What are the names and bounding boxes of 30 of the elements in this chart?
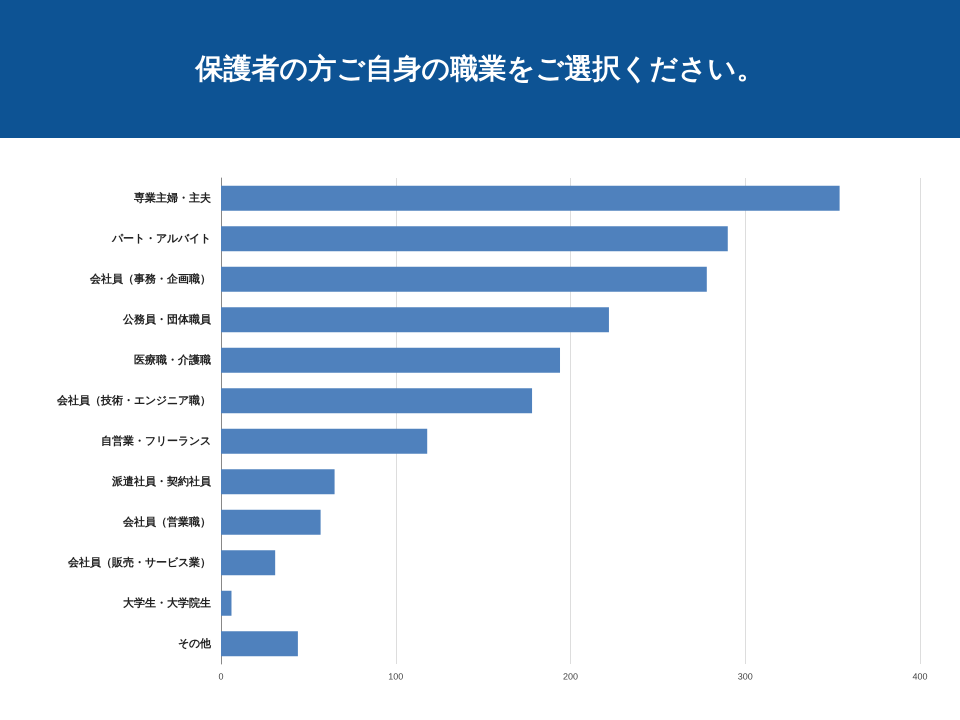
bar [221, 510, 321, 535]
x-tick-label: 300 [738, 672, 753, 682]
bar [221, 348, 560, 373]
x-tick-label: 100 [388, 672, 404, 682]
y-tick-label: 派遣社員・契約社員 [111, 474, 212, 488]
bar [221, 307, 609, 332]
bar [221, 590, 232, 616]
y-tick-label: パート・アルバイト [111, 232, 211, 245]
x-tick-label: 0 [218, 672, 224, 682]
x-tick-label: 200 [562, 672, 578, 682]
y-tick-label: 会社員（事務・企画職） [89, 272, 211, 286]
chart-title: 保護者の方ご自身の職業をご選択ください。 [0, 0, 960, 138]
y-tick-label: 自営業・フリーランス [101, 434, 211, 448]
bar [221, 388, 532, 414]
bar [221, 631, 298, 656]
bar [221, 266, 707, 292]
y-tick-label: 公務員・団体職員 [122, 312, 212, 326]
bar [221, 469, 335, 494]
x-tick-label: 400 [912, 672, 928, 682]
y-tick-label: 医療職・介護職 [134, 353, 211, 366]
bar [221, 226, 728, 252]
bar [221, 428, 428, 454]
y-tick-label: 大学生・大学院生 [123, 596, 211, 610]
y-tick-label: 専業主婦・主夫 [133, 191, 212, 204]
y-tick-label: 会社員（販売・サービス業） [67, 556, 211, 569]
bar [221, 186, 840, 211]
y-tick-label: その他 [178, 636, 212, 650]
y-tick-label: 会社員（営業職） [122, 515, 211, 528]
y-tick-label: 会社員（技術・エンジニア職） [56, 394, 211, 407]
bar [221, 550, 276, 576]
